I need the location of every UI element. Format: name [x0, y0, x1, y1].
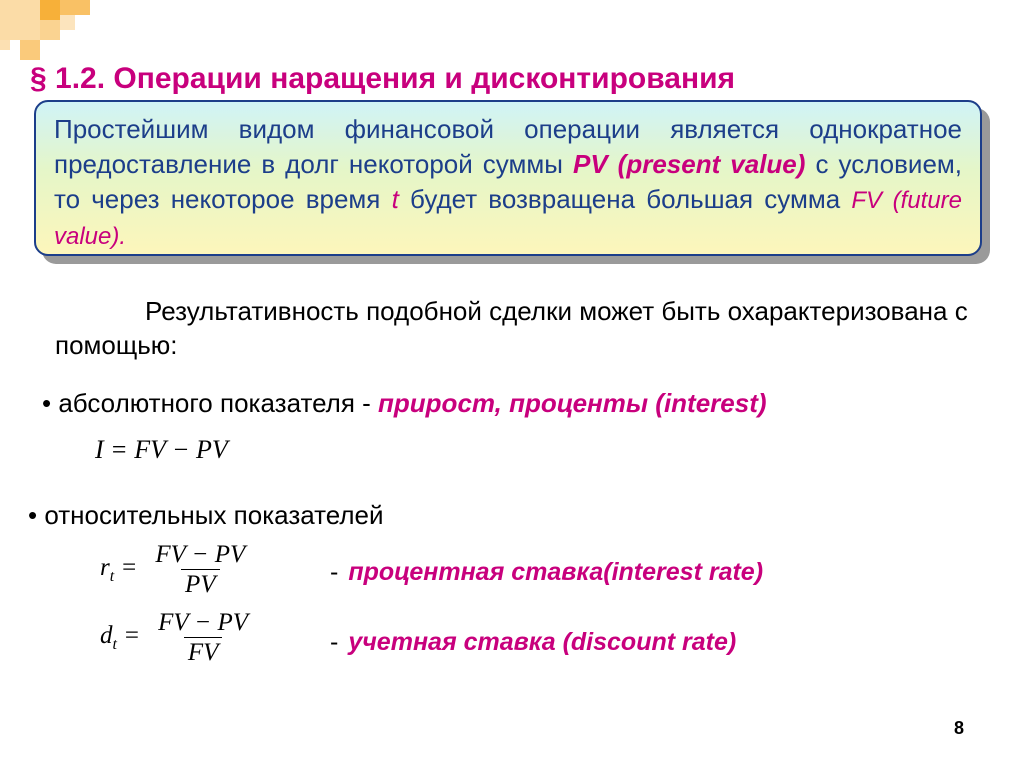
rt-num: FV − PV: [151, 542, 249, 569]
corner-decoration: [0, 0, 200, 60]
callout-t: t: [392, 184, 399, 214]
dash-1: -: [330, 558, 338, 586]
dt-num: FV − PV: [154, 610, 252, 637]
dt-lhs: d: [100, 622, 113, 649]
page-number: 8: [954, 718, 964, 739]
label-interest-rate: -процентная ставка(interest rate): [330, 558, 763, 587]
paragraph: Результативность подобной сделки может б…: [55, 295, 984, 363]
definition-callout: Простейшим видом финансовой операции явл…: [34, 100, 982, 256]
label1-text: процентная ставка(interest rate): [348, 558, 763, 586]
dt-eq: =: [117, 622, 140, 649]
bullet1-lead: • абсолютного показателя -: [42, 388, 378, 418]
rt-den: PV: [181, 569, 220, 597]
formula-interest: I = FV − PV: [95, 435, 228, 465]
bullet-relative: • относительных показателей: [28, 500, 384, 531]
dash-2: -: [330, 628, 338, 656]
callout-pv: PV (present value): [573, 149, 805, 179]
formula-dt: dt = FV − PV FV: [100, 610, 252, 665]
callout-text-3: будет возвращена большая сумма: [410, 184, 851, 214]
dt-den: FV: [184, 637, 223, 665]
bullet1-pink: прирост, проценты (interest): [378, 388, 767, 418]
section-title: § 1.2. Операции наращения и дисконтирова…: [30, 62, 994, 96]
label-discount-rate: -учетная ставка (discount rate): [330, 628, 736, 657]
label2-text: учетная ставка (discount rate): [348, 628, 736, 656]
formula-rt: rt = FV − PV PV: [100, 542, 249, 597]
rt-eq: =: [114, 554, 137, 581]
bullet-absolute: • абсолютного показателя - прирост, проц…: [42, 388, 767, 419]
paragraph-text: Результативность подобной сделки может б…: [55, 296, 968, 360]
rt-lhs: r: [100, 554, 110, 581]
